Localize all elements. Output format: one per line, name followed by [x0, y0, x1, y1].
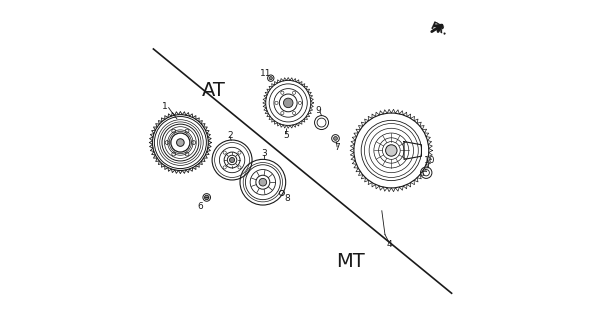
- Circle shape: [229, 157, 235, 163]
- Text: 8: 8: [285, 194, 290, 203]
- Circle shape: [177, 139, 184, 146]
- Circle shape: [269, 76, 272, 80]
- Text: 7: 7: [334, 143, 340, 152]
- Text: FR.: FR.: [428, 21, 448, 38]
- Text: 1: 1: [162, 102, 168, 111]
- Circle shape: [333, 137, 338, 140]
- Text: 2: 2: [227, 131, 233, 140]
- Circle shape: [259, 178, 267, 186]
- Text: AT: AT: [201, 81, 226, 100]
- Text: 4: 4: [386, 240, 392, 249]
- Text: 9: 9: [315, 106, 321, 115]
- Text: MT: MT: [336, 252, 364, 271]
- Circle shape: [204, 195, 209, 200]
- Text: 11: 11: [260, 69, 271, 78]
- Text: 3: 3: [261, 149, 267, 158]
- Circle shape: [284, 98, 293, 108]
- Text: 6: 6: [197, 203, 203, 212]
- Text: 5: 5: [283, 131, 289, 140]
- Text: 10: 10: [424, 156, 436, 165]
- Circle shape: [385, 145, 397, 156]
